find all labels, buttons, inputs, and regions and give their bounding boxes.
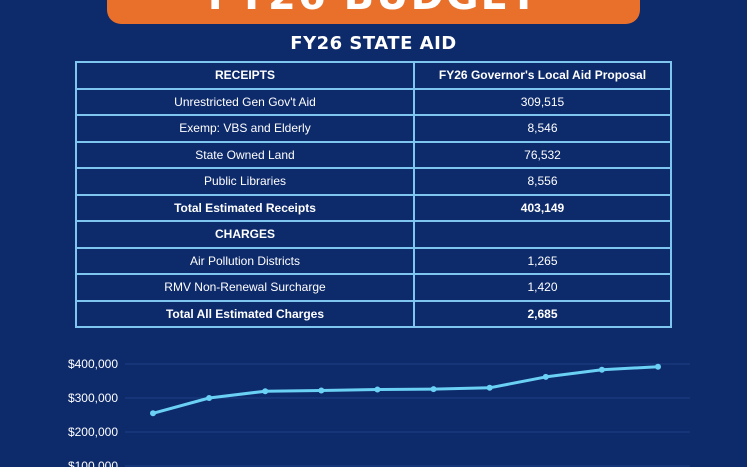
y-tick-label: $400,000: [68, 357, 118, 371]
row-label: Total Estimated Receipts: [75, 193, 415, 222]
header-proposal: FY26 Governor's Local Aid Proposal: [413, 61, 672, 90]
row-label: CHARGES: [75, 220, 415, 249]
table-row: Unrestricted Gen Gov't Aid 309,515: [75, 87, 672, 116]
row-value: 2,685: [413, 299, 672, 328]
series-line: [152, 365, 659, 415]
data-point-3: [318, 387, 325, 394]
row-label: Air Pollution Districts: [75, 246, 415, 275]
row-label: RMV Non-Renewal Surcharge: [75, 273, 415, 302]
table-row: CHARGES: [75, 220, 672, 249]
row-value: 1,265: [413, 246, 672, 275]
row-value: 8,556: [413, 167, 672, 196]
y-tick-label: $100,000: [68, 459, 118, 467]
data-point-4: [374, 386, 381, 393]
row-label: Public Libraries: [75, 167, 415, 196]
header-receipts: RECEIPTS: [75, 61, 415, 90]
row-label: Total All Estimated Charges: [75, 299, 415, 328]
y-tick-label: $300,000: [68, 391, 118, 405]
table-row: Air Pollution Districts 1,265: [75, 246, 672, 275]
table-row: Total Estimated Receipts 403,149: [75, 193, 672, 222]
state-aid-table: RECEIPTS FY26 Governor's Local Aid Propo…: [75, 61, 672, 328]
page-title: FY26 STATE AID: [290, 33, 457, 54]
y-axis: $400,000 $300,000 $200,000 $100,000: [68, 357, 118, 467]
row-value: 8,546: [413, 114, 672, 143]
data-point-6: [486, 384, 493, 391]
data-point-9: [655, 363, 661, 370]
data-point-5: [430, 386, 437, 393]
row-value: 309,515: [413, 87, 672, 116]
data-point-8: [598, 366, 605, 373]
row-value: 1,420: [413, 273, 672, 302]
row-label: State Owned Land: [75, 140, 415, 169]
budget-banner: FY26 BUDGET: [107, 0, 640, 24]
data-point-1: [206, 395, 213, 401]
data-point-7: [542, 373, 549, 380]
row-label: Unrestricted Gen Gov't Aid: [75, 87, 415, 116]
table-row: Exemp: VBS and Elderly 8,546: [75, 114, 672, 143]
banner-title: FY26 BUDGET: [208, 0, 540, 16]
row-value: 403,149: [413, 193, 672, 222]
table-row: Total All Estimated Charges 2,685: [75, 299, 672, 328]
data-point-0: [150, 410, 156, 417]
state-aid-line-chart: $400,000 $300,000 $200,000 $100,000: [68, 357, 690, 467]
data-point-2: [262, 388, 269, 395]
row-value: [413, 220, 672, 249]
table-row: RMV Non-Renewal Surcharge 1,420: [75, 273, 672, 302]
row-value: 76,532: [413, 140, 672, 169]
table-row: Public Libraries 8,556: [75, 167, 672, 196]
table-row: State Owned Land 76,532: [75, 140, 672, 169]
table-header-row: RECEIPTS FY26 Governor's Local Aid Propo…: [75, 61, 672, 90]
row-label: Exemp: VBS and Elderly: [75, 114, 415, 143]
gridlines: [125, 363, 690, 467]
series-state-aid: [150, 363, 661, 417]
y-tick-label: $200,000: [68, 425, 118, 439]
